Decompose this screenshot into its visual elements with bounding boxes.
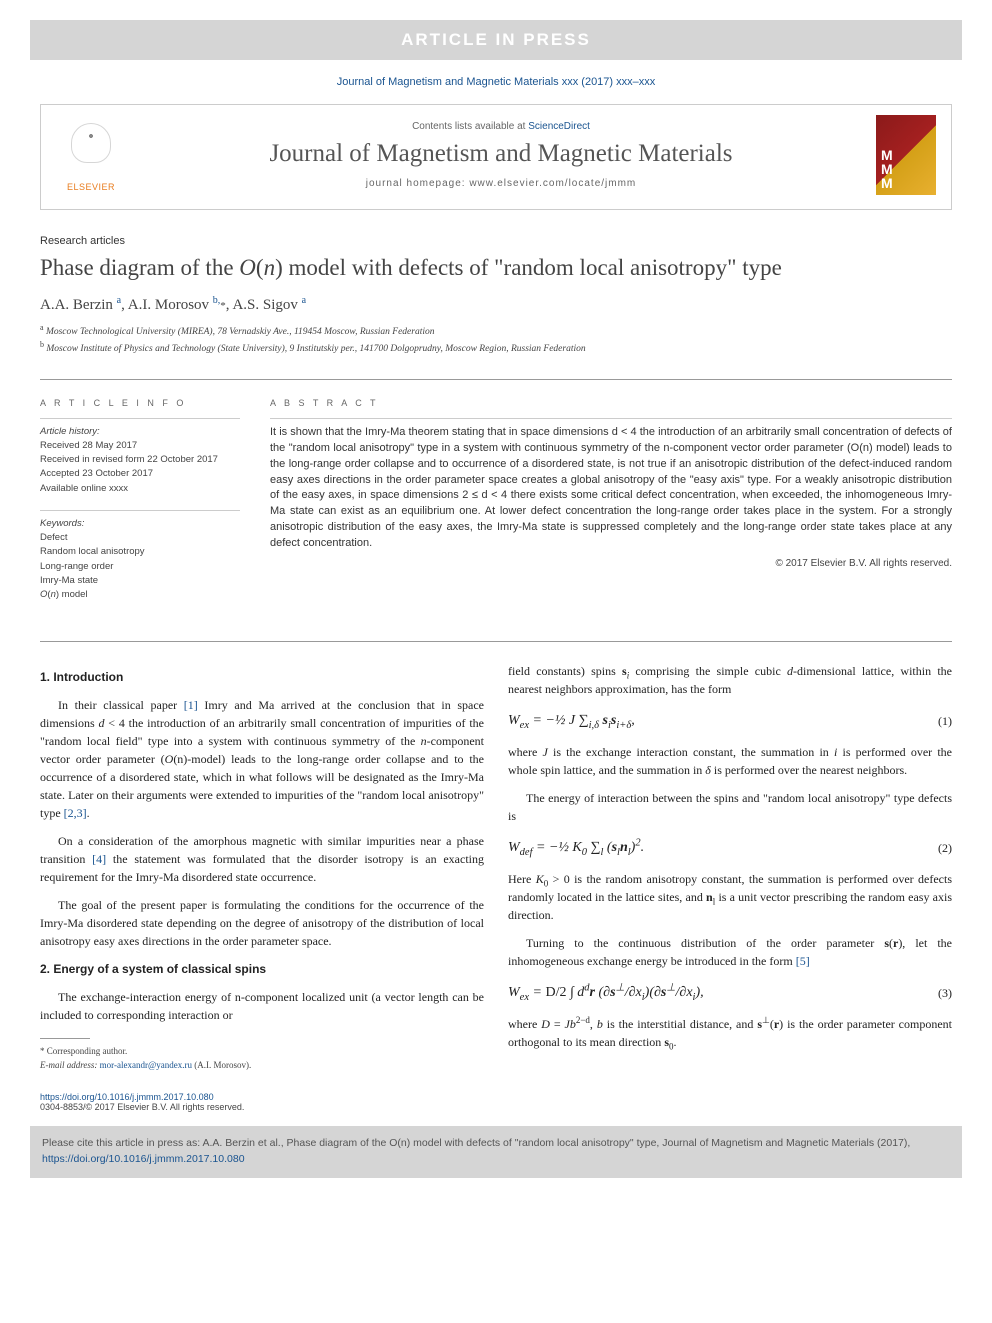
- section-divider: [40, 641, 952, 642]
- contents-link-line: Contents lists available at ScienceDirec…: [144, 121, 858, 132]
- citation-doi-link[interactable]: https://doi.org/10.1016/j.jmmm.2017.10.0…: [42, 1153, 245, 1165]
- elsevier-tree-icon: [61, 118, 121, 178]
- s2-col2-p1: field constants) spins si comprising the…: [508, 662, 952, 698]
- equation-1: Wex = −½ J ∑i,δ sisi+δ, (1): [508, 710, 952, 731]
- abstract: A B S T R A C T It is shown that the Imr…: [270, 398, 952, 617]
- journal-header: ELSEVIER Contents lists available at Sci…: [40, 104, 952, 210]
- article-type: Research articles: [40, 235, 952, 247]
- citation-box: Please cite this article in press as: A.…: [30, 1126, 962, 1178]
- doi-block: https://doi.org/10.1016/j.jmmm.2017.10.0…: [40, 1092, 952, 1112]
- s2-col2-p4: Here K0 > 0 is the random anisotropy con…: [508, 870, 952, 924]
- header-center: Contents lists available at ScienceDirec…: [144, 121, 858, 189]
- s1-p2: On a consideration of the amorphous magn…: [40, 832, 484, 886]
- journal-homepage: journal homepage: www.elsevier.com/locat…: [144, 178, 858, 189]
- elsevier-logo: ELSEVIER: [56, 118, 126, 192]
- authors: A.A. Berzin a, A.I. Morosov b,*, A.S. Si…: [40, 297, 952, 314]
- s2-p1: The exchange-interaction energy of n-com…: [40, 988, 484, 1024]
- s1-p3: The goal of the present paper is formula…: [40, 896, 484, 950]
- journal-title: Journal of Magnetism and Magnetic Materi…: [144, 140, 858, 168]
- journal-cover-image: [876, 115, 936, 195]
- article-in-press-banner: ARTICLE IN PRESS: [30, 20, 962, 60]
- column-right: field constants) spins si comprising the…: [508, 662, 952, 1072]
- footnotes: * Corresponding author. E-mail address: …: [40, 1045, 484, 1072]
- section-2-heading: 2. Energy of a system of classical spins: [40, 960, 484, 978]
- footnote-separator: [40, 1038, 90, 1039]
- article-title: Phase diagram of the O(n) model with def…: [40, 253, 952, 283]
- s1-p1: In their classical paper [1] Imry and Ma…: [40, 696, 484, 822]
- equation-2: Wdef = −½ K0 ∑l (slnl)2. (2): [508, 837, 952, 858]
- equation-3: Wex = D/2 ∫ ddr (∂s⊥/∂xi)(∂s⊥/∂xi), (3): [508, 982, 952, 1003]
- s2-col2-p2: where J is the exchange interaction cons…: [508, 743, 952, 779]
- s2-col2-p5: Turning to the continuous distribution o…: [508, 934, 952, 970]
- section-1-heading: 1. Introduction: [40, 668, 484, 686]
- abstract-copyright: © 2017 Elsevier B.V. All rights reserved…: [270, 558, 952, 569]
- elsevier-label: ELSEVIER: [67, 182, 115, 192]
- article-history: Article history: Received 28 May 2017 Re…: [40, 418, 240, 496]
- banner-text: ARTICLE IN PRESS: [401, 30, 591, 50]
- affiliations: a Moscow Technological University (MIREA…: [40, 322, 952, 357]
- journal-reference: Journal of Magnetism and Magnetic Materi…: [0, 76, 992, 88]
- s2-col2-p6: where D = Jb2−d, b is the interstitial d…: [508, 1015, 952, 1051]
- sciencedirect-link[interactable]: ScienceDirect: [528, 121, 590, 132]
- body-columns: 1. Introduction In their classical paper…: [40, 662, 952, 1072]
- s2-col2-p3: The energy of interaction between the sp…: [508, 789, 952, 825]
- abstract-heading: A B S T R A C T: [270, 398, 952, 408]
- abstract-text: It is shown that the Imry-Ma theorem sta…: [270, 418, 952, 553]
- author-email-link[interactable]: mor-alexandr@yandex.ru: [100, 1060, 192, 1070]
- article-info: A R T I C L E I N F O Article history: R…: [40, 398, 240, 617]
- article-info-heading: A R T I C L E I N F O: [40, 398, 240, 408]
- keywords: Keywords: Defect Random local anisotropy…: [40, 510, 240, 603]
- column-left: 1. Introduction In their classical paper…: [40, 662, 484, 1072]
- doi-link[interactable]: https://doi.org/10.1016/j.jmmm.2017.10.0…: [40, 1092, 214, 1102]
